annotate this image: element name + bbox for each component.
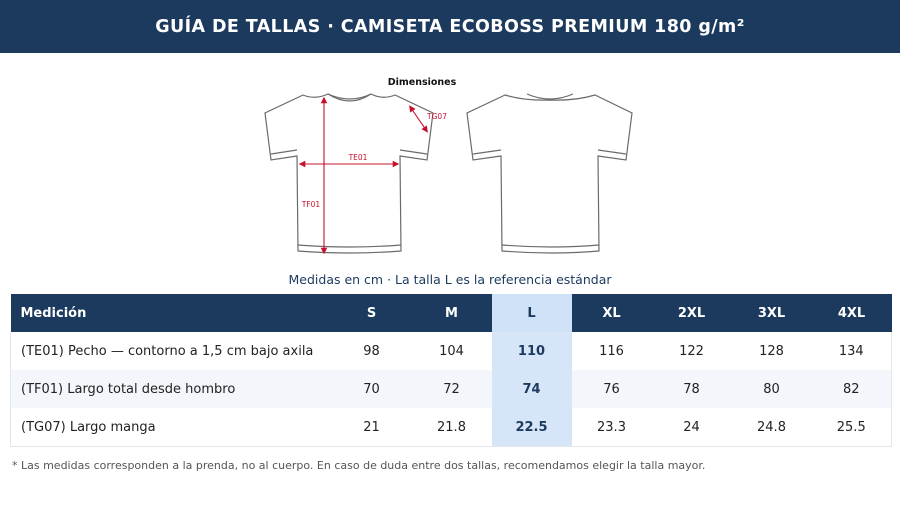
table-cell: 24	[651, 408, 732, 447]
column-header-size-highlight: L	[491, 294, 572, 332]
tshirt-diagram: Dimensiones TE01 TF01 TG07	[264, 77, 633, 255]
table-cell: 23.3	[571, 408, 652, 447]
table-cell-highlight: 110	[491, 332, 572, 370]
tf01-label: TF01	[301, 200, 321, 209]
size-table: Medición S M L XL 2XL 3XL 4XL (TE01) Pec…	[10, 294, 892, 447]
page-header: GUÍA DE TALLAS · CAMISETA ECOBOSS PREMIU…	[0, 0, 900, 53]
row-label: (TF01) Largo total desde hombro	[10, 370, 332, 408]
table-cell: 134	[811, 332, 892, 370]
column-header-size: XL	[571, 294, 652, 332]
page-title: GUÍA DE TALLAS · CAMISETA ECOBOSS PREMIU…	[155, 16, 745, 37]
table-cell: 78	[651, 370, 732, 408]
table-row: (TF01) Largo total desde hombro 70 72 74…	[10, 370, 892, 408]
chart-caption: Medidas en cm · La talla L es la referen…	[288, 272, 612, 287]
te01-label: TE01	[348, 153, 368, 162]
table-row: (TE01) Pecho — contorno a 1,5 cm bajo ax…	[10, 332, 892, 370]
measure-lines	[298, 96, 428, 255]
table-cell: 116	[599, 343, 624, 359]
tshirt-back-icon	[466, 93, 633, 254]
table-cell: 25.5	[811, 408, 892, 447]
column-header-measure: Medición	[10, 294, 332, 332]
table-cell: 82	[811, 370, 892, 408]
column-header-size: S	[331, 294, 412, 332]
table-cell: 21	[331, 408, 412, 447]
table-cell: 122	[679, 343, 704, 359]
row-label: (TG07) Largo manga	[10, 408, 332, 447]
row-label: (TE01) Pecho — contorno a 1,5 cm bajo ax…	[10, 332, 332, 370]
tshirt-front-icon	[264, 93, 434, 254]
footnote: * Las medidas corresponden a la prenda, …	[12, 459, 706, 472]
table-cell: 98	[363, 343, 380, 359]
table-cell-highlight: 74	[491, 370, 572, 408]
column-header-size: 2XL	[651, 294, 732, 332]
table-cell: 76	[571, 370, 652, 408]
table-cell: 72	[411, 370, 492, 408]
table-cell: 24.8	[731, 408, 812, 447]
table-cell: 104	[439, 343, 464, 359]
table-header-row: Medición S M L XL 2XL 3XL 4XL	[10, 294, 892, 332]
table-cell: 21.8	[411, 408, 492, 447]
table-cell-highlight: 22.5	[491, 408, 572, 447]
diagram-title: Dimensiones	[388, 77, 457, 88]
table-row: (TG07) Largo manga 21 21.8 22.5 23.3 24 …	[10, 408, 892, 447]
table-cell: 80	[731, 370, 812, 408]
table-cell: 128	[759, 343, 784, 359]
dimensions-figure: Dimensiones TE01 TF01 TG07	[255, 70, 645, 260]
tg07-label: TG07	[426, 112, 447, 121]
column-header-size: 3XL	[731, 294, 812, 332]
column-header-size: 4XL	[811, 294, 892, 332]
column-header-size: M	[411, 294, 492, 332]
table-cell: 70	[331, 370, 412, 408]
